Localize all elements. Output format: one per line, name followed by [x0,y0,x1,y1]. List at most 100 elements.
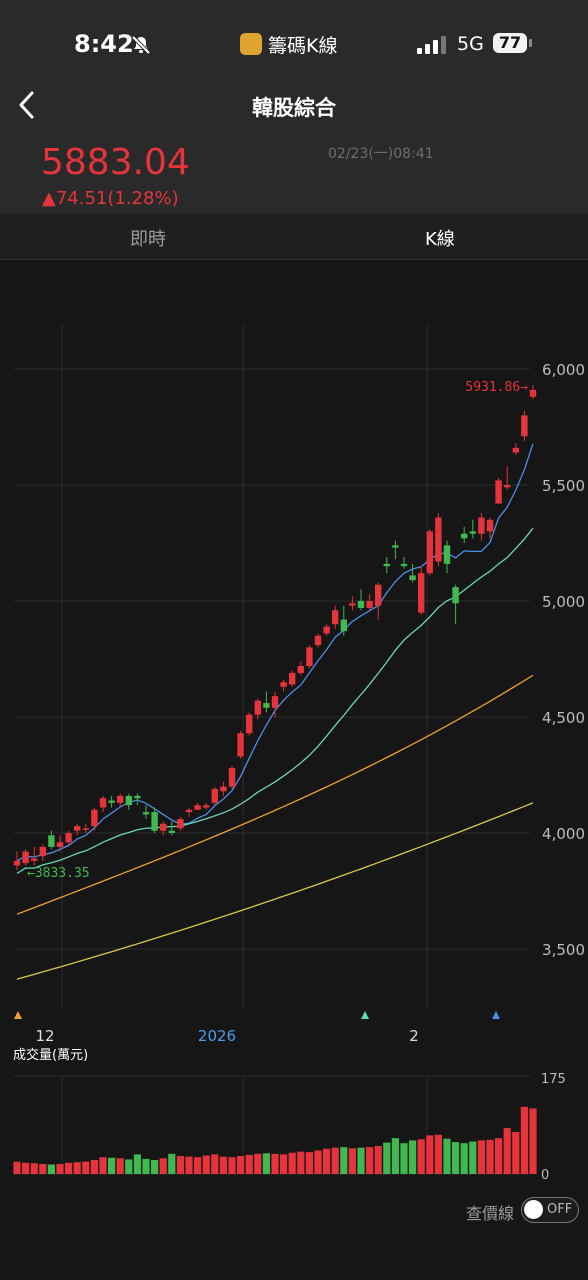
candle-body [426,531,433,574]
volume-bar [202,1155,210,1174]
volume-bar [56,1163,64,1174]
volume-bar [460,1143,468,1174]
app-title: 籌碼K線 [240,31,337,58]
volume-bar [280,1154,288,1174]
candle-body [56,842,64,847]
volume-bar [331,1147,339,1174]
candle-body [194,805,201,810]
y-tick-label: 6,000 [542,361,585,379]
candle-body [22,851,29,864]
volume-bar [400,1143,408,1174]
volume-bar [99,1157,107,1174]
candle-body [323,626,330,634]
candle-body [297,665,304,673]
ma120-line [16,802,534,980]
volume-bar [245,1154,253,1174]
volume-bar [469,1141,477,1174]
tab-kline[interactable]: K線 [425,229,455,250]
y-tick-label: 3,500 [542,941,585,959]
candle-body [134,795,141,799]
signal-icon [417,36,446,54]
volume-bar [452,1142,460,1174]
candle-body [108,800,115,803]
volume-axis-max: 175 [541,1072,566,1087]
volume-bar [383,1142,391,1174]
max-price-annotation: 5931.86→ [465,380,528,395]
volume-bar [47,1164,55,1174]
candle-body [443,545,451,564]
volume-bar [254,1153,262,1174]
back-button[interactable] [16,90,40,120]
candle-body [392,545,399,548]
volume-bar [271,1153,279,1174]
candle-body [237,733,244,757]
volume-bar [426,1135,434,1174]
price-change: ▲74.51(1.28%) [42,188,179,209]
kline-chart[interactable]: 6,000 5,500 5,000 4,500 4,000 3,500 5931.86→ ←3… [0,260,588,1190]
candle-body [452,587,459,604]
volume-bar [159,1158,167,1174]
candle-body [82,828,89,830]
candle-body [99,798,107,808]
candle-body [469,531,476,534]
volume-bar [185,1156,193,1174]
candle-body [280,682,287,687]
volume-bar [366,1147,374,1174]
candle-body [48,835,55,847]
candle-body [512,447,519,453]
volume-bar [434,1134,442,1174]
candle-body [168,830,175,833]
volume-bar [30,1163,38,1174]
candle-body [13,860,21,866]
candle-body [418,573,425,613]
candle-body [495,480,502,504]
candle-body [340,619,347,632]
volume-bar [108,1157,116,1174]
top-panel: 8:42 籌碼K線 5G 77 韓股綜合 5883.04 ▲74.51(1.28… [0,0,588,213]
candle-body [409,575,416,581]
candle-body [151,812,158,831]
event-marker-icon [361,1011,369,1019]
volume-bar [82,1161,90,1174]
candle-body [349,603,356,606]
volume-bar [477,1140,485,1174]
volume-bar [194,1157,202,1174]
volume-bar [151,1160,159,1174]
volume-label: 成交量(萬元) [13,1048,89,1063]
volume-bar [228,1157,236,1174]
candle-body [478,517,485,534]
tab-bar: 即時 K線 [0,213,588,260]
candle-body [91,809,98,827]
volume-bar [520,1106,528,1174]
candle-body [271,696,279,708]
y-tick-label: 4,000 [542,825,585,843]
candle-body [332,610,339,625]
candle-body [65,833,72,843]
candle-body [254,700,261,715]
volume-bar [314,1150,322,1174]
candle-body [521,415,528,437]
volume-axis-min: 0 [541,1168,549,1183]
volume-bar [116,1158,124,1174]
quote-datetime: 02/23(一)08:41 [328,146,434,162]
candle-body [504,485,511,488]
x-tick-label: 2 [409,1027,419,1045]
min-price-annotation: ←3833.35 [27,866,90,881]
candle-body [74,826,81,831]
candle-body [366,601,373,608]
price-line-toggle[interactable]: OFF [521,1197,579,1223]
candle-body [31,858,38,861]
tab-realtime[interactable]: 即時 [130,229,166,250]
candle-body [117,795,124,803]
candle-body [289,672,296,685]
volume-bar [486,1139,494,1174]
app-title-text: 籌碼K線 [268,35,338,57]
candle-body [529,389,537,397]
volume-bar [39,1163,47,1174]
volume-bar [417,1139,425,1174]
candle-body [125,795,132,806]
candle-body [375,584,382,606]
candle-body [461,533,468,539]
app-logo-icon [240,33,262,55]
y-tick-label: 5,500 [542,477,585,495]
